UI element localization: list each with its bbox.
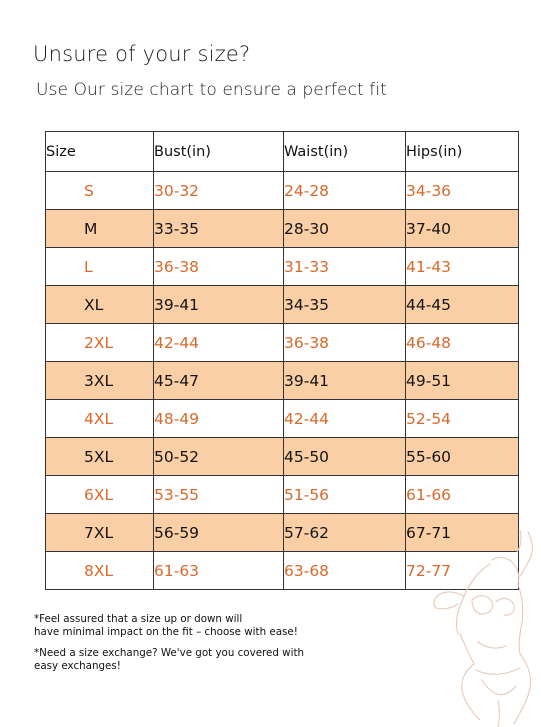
bust-cell: 56-59 [153, 513, 284, 552]
hips-cell: 72-77 [405, 551, 519, 590]
waist-cell: 39-41 [283, 361, 406, 400]
footnote-line: have minimal impact on the fit – choose … [34, 625, 298, 638]
table-row: M 33-35 28-30 37-40 [45, 209, 519, 248]
waist-cell: 42-44 [283, 399, 406, 438]
hips-cell: 41-43 [405, 247, 519, 286]
table-row: 5XL 50-52 45-50 55-60 [45, 437, 519, 476]
size-cell: M [45, 209, 154, 248]
column-header-waist: Waist(in) [283, 131, 406, 172]
bust-cell: 36-38 [153, 247, 284, 286]
hips-cell: 34-36 [405, 171, 519, 210]
table-row: 3XL 45-47 39-41 49-51 [45, 361, 519, 400]
size-chart-table: Size Bust(in) Waist(in) Hips(in) S 30-32… [45, 131, 519, 590]
footnote-exchange: *Need a size exchange? We've got you cov… [34, 647, 304, 672]
waist-cell: 57-62 [283, 513, 406, 552]
hips-cell: 67-71 [405, 513, 519, 552]
waist-cell: 24-28 [283, 171, 406, 210]
waist-cell: 45-50 [283, 437, 406, 476]
waist-cell: 36-38 [283, 323, 406, 362]
size-cell: 6XL [45, 475, 154, 514]
table-row: L 36-38 31-33 41-43 [45, 247, 519, 286]
waist-cell: 51-56 [283, 475, 406, 514]
footnote-line: easy exchanges! [34, 659, 121, 672]
waist-cell: 28-30 [283, 209, 406, 248]
bust-cell: 53-55 [153, 475, 284, 514]
footnote-line: *Need a size exchange? We've got you cov… [34, 647, 305, 659]
bust-cell: 42-44 [153, 323, 284, 362]
footnotes: *Feel assured that a size up or down wil… [34, 613, 304, 681]
hips-cell: 55-60 [405, 437, 519, 476]
footnote-line: *Feel assured that a size up or down wil… [34, 613, 243, 625]
footnote-fit: *Feel assured that a size up or down wil… [34, 613, 304, 638]
bust-cell: 30-32 [153, 171, 284, 210]
hips-cell: 61-66 [405, 475, 519, 514]
bust-cell: 61-63 [153, 551, 284, 590]
page-subtitle: Use Our size chart to ensure a perfect f… [36, 80, 387, 100]
table-row: 2XL 42-44 36-38 46-48 [45, 323, 519, 362]
table-row: 6XL 53-55 51-56 61-66 [45, 475, 519, 514]
table-row: 8XL 61-63 63-68 72-77 [45, 551, 519, 590]
table-row: S 30-32 24-28 34-36 [45, 171, 519, 210]
size-cell: L [45, 247, 154, 286]
column-header-size: Size [45, 131, 154, 172]
hips-cell: 52-54 [405, 399, 519, 438]
size-cell: 7XL [45, 513, 154, 552]
size-cell: 3XL [45, 361, 154, 400]
body-outline-illustration-icon [433, 530, 533, 727]
bust-cell: 45-47 [153, 361, 284, 400]
column-header-bust: Bust(in) [153, 131, 284, 172]
size-cell: 4XL [45, 399, 154, 438]
waist-cell: 34-35 [283, 285, 406, 324]
bust-cell: 50-52 [153, 437, 284, 476]
hips-cell: 46-48 [405, 323, 519, 362]
size-cell: 5XL [45, 437, 154, 476]
bust-cell: 39-41 [153, 285, 284, 324]
bust-cell: 48-49 [153, 399, 284, 438]
hips-cell: 37-40 [405, 209, 519, 248]
bust-cell: 33-35 [153, 209, 284, 248]
hips-cell: 49-51 [405, 361, 519, 400]
column-header-hips: Hips(in) [405, 131, 519, 172]
table-row: XL 39-41 34-35 44-45 [45, 285, 519, 324]
table-header-row: Size Bust(in) Waist(in) Hips(in) [45, 131, 519, 172]
size-cell: 8XL [45, 551, 154, 590]
table-row: 4XL 48-49 42-44 52-54 [45, 399, 519, 438]
size-cell: S [45, 171, 154, 210]
waist-cell: 31-33 [283, 247, 406, 286]
waist-cell: 63-68 [283, 551, 406, 590]
size-cell: XL [45, 285, 154, 324]
hips-cell: 44-45 [405, 285, 519, 324]
table-row: 7XL 56-59 57-62 67-71 [45, 513, 519, 552]
size-cell: 2XL [45, 323, 154, 362]
page-title: Unsure of your size? [33, 42, 251, 66]
